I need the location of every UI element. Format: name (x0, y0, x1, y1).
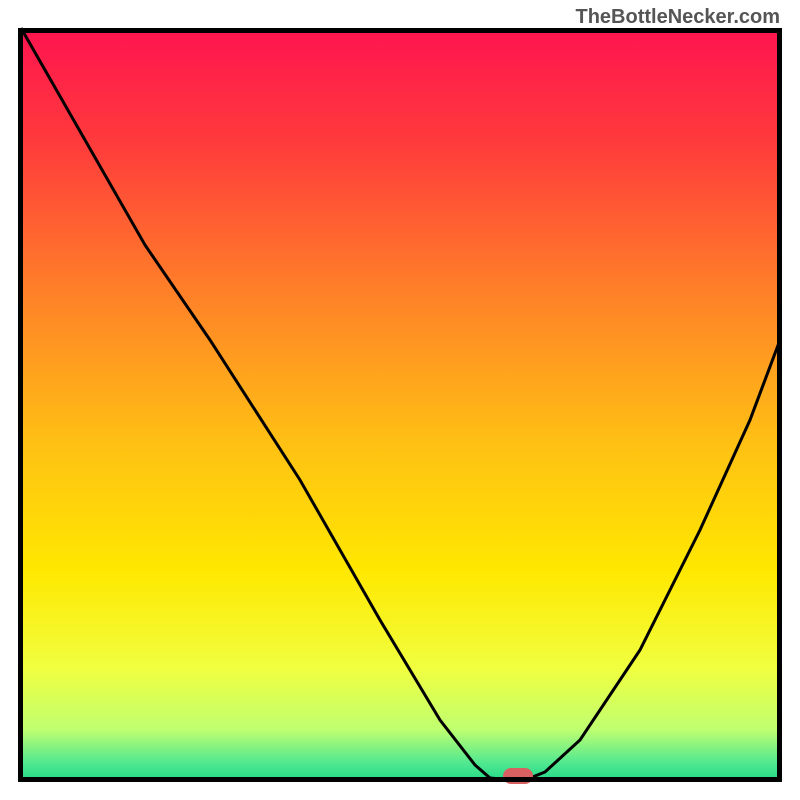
watermark-text: TheBottleNecker.com (575, 6, 780, 29)
bottleneck-chart: TheBottleNecker.com (0, 0, 800, 800)
optimal-point-marker (503, 768, 533, 784)
bottleneck-curve (0, 0, 800, 800)
